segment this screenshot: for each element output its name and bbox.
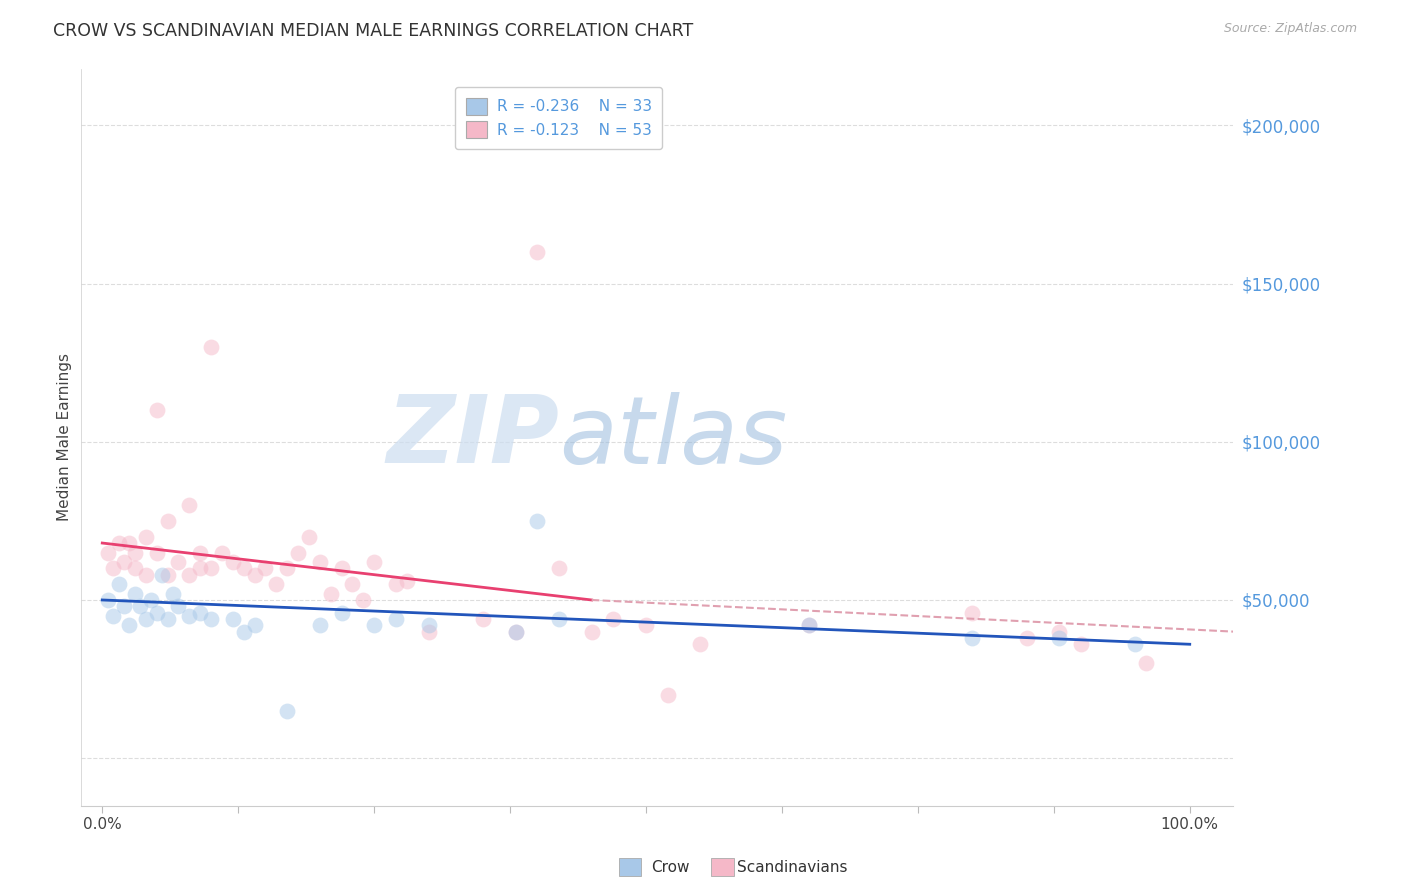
Text: Source: ZipAtlas.com: Source: ZipAtlas.com xyxy=(1223,22,1357,36)
Point xyxy=(232,561,254,575)
Text: ZIP: ZIP xyxy=(387,391,560,483)
Point xyxy=(179,567,201,582)
Point xyxy=(124,545,146,559)
Point xyxy=(188,561,211,575)
Legend: R = -0.236    N = 33, R = -0.123    N = 53: R = -0.236 N = 33, R = -0.123 N = 53 xyxy=(456,87,662,149)
Point xyxy=(101,561,124,575)
Point xyxy=(308,618,330,632)
Point xyxy=(1125,637,1147,651)
Point xyxy=(200,340,222,354)
Point xyxy=(254,561,277,575)
Point xyxy=(150,567,173,582)
Point xyxy=(135,530,157,544)
Point xyxy=(222,555,245,569)
Point xyxy=(145,606,167,620)
Point xyxy=(107,577,129,591)
Point xyxy=(634,618,657,632)
Point xyxy=(179,498,201,512)
Point xyxy=(505,624,527,639)
Point xyxy=(200,612,222,626)
Point xyxy=(145,545,167,559)
Point xyxy=(471,612,494,626)
Point xyxy=(363,618,385,632)
Point xyxy=(330,561,353,575)
Point xyxy=(287,545,309,559)
Point xyxy=(118,618,141,632)
Point xyxy=(1135,657,1157,671)
Point xyxy=(797,618,820,632)
Point xyxy=(135,567,157,582)
Point xyxy=(129,599,152,614)
Point xyxy=(418,618,440,632)
Point xyxy=(162,587,184,601)
Point xyxy=(797,618,820,632)
Text: Crow: Crow xyxy=(651,860,689,874)
Point xyxy=(548,612,571,626)
Point xyxy=(124,561,146,575)
Text: Scandinavians: Scandinavians xyxy=(737,860,848,874)
Point xyxy=(124,587,146,601)
Point xyxy=(156,612,179,626)
Point xyxy=(112,555,135,569)
Point xyxy=(101,608,124,623)
Point xyxy=(167,599,190,614)
Point xyxy=(112,599,135,614)
Point xyxy=(232,624,254,639)
Point xyxy=(141,593,163,607)
Point xyxy=(276,704,298,718)
Point xyxy=(363,555,385,569)
Point xyxy=(222,612,245,626)
Text: CROW VS SCANDINAVIAN MEDIAN MALE EARNINGS CORRELATION CHART: CROW VS SCANDINAVIAN MEDIAN MALE EARNING… xyxy=(53,22,693,40)
Point xyxy=(330,606,353,620)
Point xyxy=(145,403,167,417)
Point xyxy=(602,612,624,626)
Point xyxy=(1047,624,1070,639)
Point xyxy=(156,567,179,582)
Point xyxy=(342,577,364,591)
Point xyxy=(243,618,266,632)
Point xyxy=(97,593,120,607)
Point xyxy=(526,514,548,528)
Point xyxy=(418,624,440,639)
Point xyxy=(156,514,179,528)
Point xyxy=(97,545,120,559)
Point xyxy=(385,577,408,591)
Point xyxy=(1047,631,1070,645)
Point xyxy=(657,688,679,702)
Point xyxy=(581,624,603,639)
Point xyxy=(243,567,266,582)
Point xyxy=(395,574,418,588)
Point xyxy=(308,555,330,569)
Point xyxy=(188,606,211,620)
Point xyxy=(135,612,157,626)
Point xyxy=(960,631,983,645)
Point xyxy=(385,612,408,626)
Point xyxy=(526,245,548,260)
Point xyxy=(211,545,233,559)
Point xyxy=(689,637,711,651)
Point xyxy=(298,530,321,544)
Text: atlas: atlas xyxy=(560,392,787,483)
Point xyxy=(167,555,190,569)
Point xyxy=(1015,631,1038,645)
Y-axis label: Median Male Earnings: Median Male Earnings xyxy=(58,353,72,521)
Point xyxy=(960,606,983,620)
Point xyxy=(548,561,571,575)
Point xyxy=(319,587,342,601)
Point xyxy=(118,536,141,550)
Point xyxy=(276,561,298,575)
Point xyxy=(179,608,201,623)
Point xyxy=(107,536,129,550)
Point xyxy=(505,624,527,639)
Point xyxy=(264,577,287,591)
Point xyxy=(352,593,374,607)
Point xyxy=(188,545,211,559)
Point xyxy=(1070,637,1092,651)
Point xyxy=(200,561,222,575)
